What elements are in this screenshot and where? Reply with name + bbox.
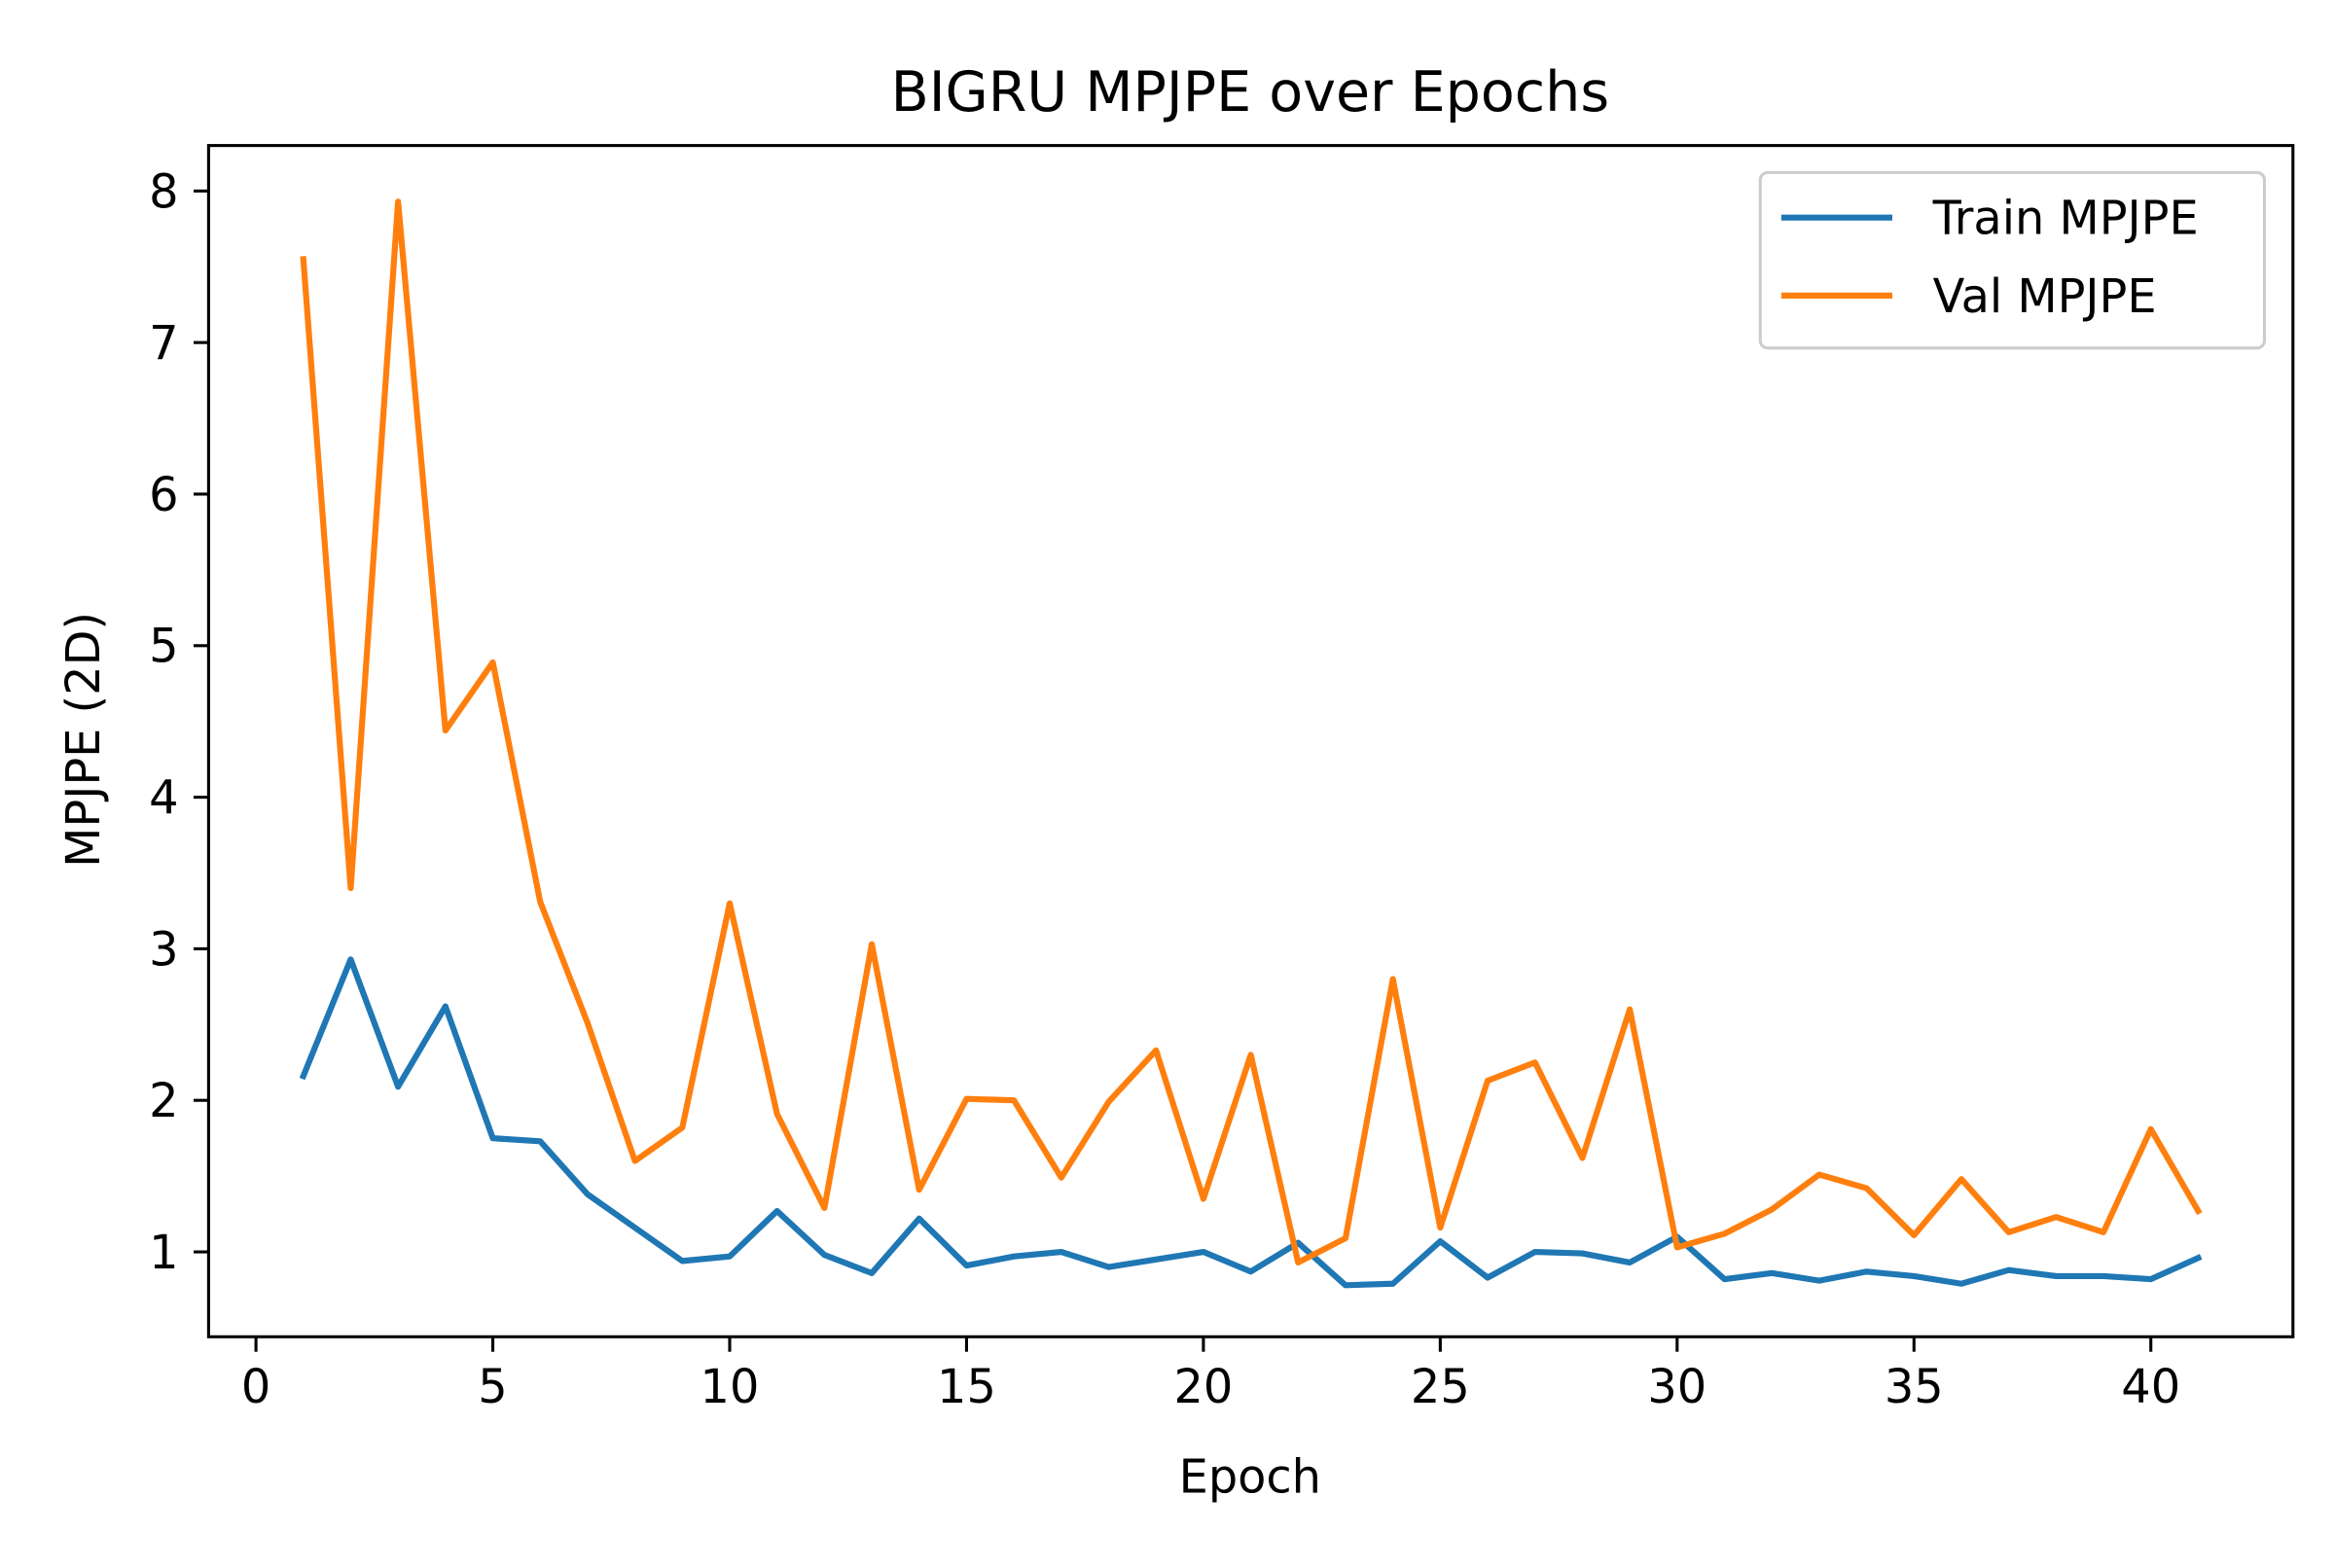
y-tick-label: 1 [149,1227,178,1280]
x-axis-label: Epoch [1179,1451,1321,1505]
y-tick-label: 5 [149,621,178,674]
series-line-val [300,198,2203,1266]
legend-label: Train MPJPE [1932,193,2199,246]
y-axis-label: MPJPE (2D) [57,612,111,868]
x-tick-label: 25 [1411,1361,1470,1414]
y-tick-label: 6 [149,469,178,522]
y-tick-label: 7 [149,317,178,371]
x-tick-label: 5 [478,1361,507,1414]
x-tick-label: 20 [1173,1361,1233,1414]
y-tick-label: 8 [149,165,178,219]
plot-frame [206,144,2295,1338]
legend: Train MPJPE Val MPJPE [1758,170,2267,350]
plot-area: 0 5 10 15 20 25 30 35 40 1 2 3 4 5 6 7 8 [149,144,2295,1414]
x-tick-label: 40 [2121,1361,2180,1414]
series-line-train [299,956,2203,1289]
y-tick-label: 4 [149,772,178,826]
y-tick-label: 3 [149,923,178,977]
x-tick-label: 10 [700,1361,760,1414]
x-tick-label: 30 [1647,1361,1706,1414]
x-tick-label: 35 [1885,1361,1944,1414]
y-tick-label: 2 [149,1075,178,1128]
x-tick-label: 0 [241,1361,270,1414]
chart-title: BIGRU MPJPE over Epochs [891,60,1609,125]
x-tick-label: 15 [937,1361,996,1414]
legend-label: Val MPJPE [1933,270,2157,324]
